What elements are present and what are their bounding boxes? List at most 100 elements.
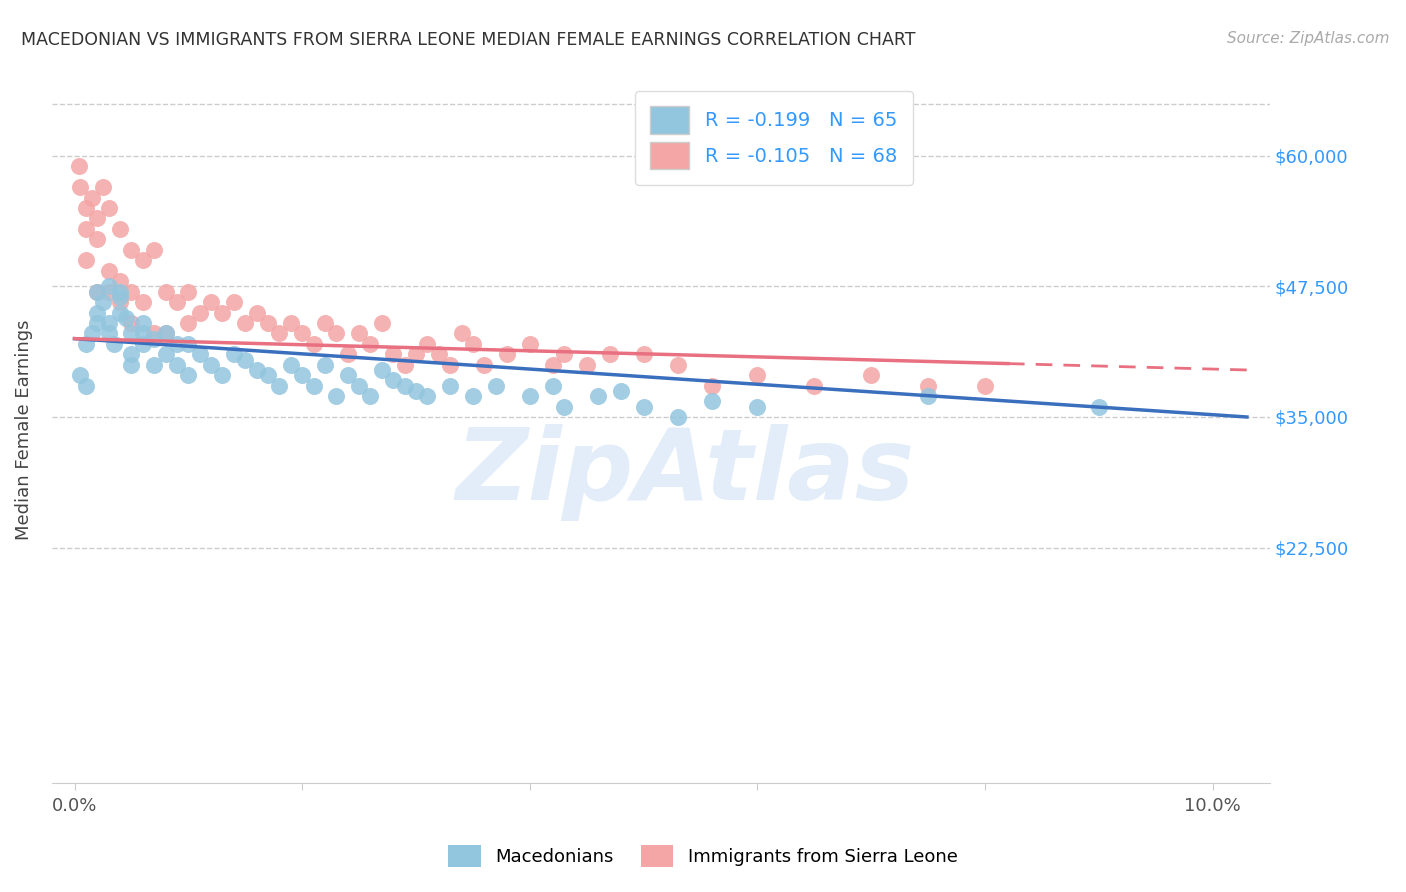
Point: [599, 347, 621, 361]
Point: [108, 290, 131, 304]
Point: [86, 285, 108, 299]
Text: MACEDONIAN VS IMMIGRANTS FROM SIERRA LEONE MEDIAN FEMALE EARNINGS CORRELATION CH: MACEDONIAN VS IMMIGRANTS FROM SIERRA LEO…: [21, 31, 915, 49]
Point: [633, 347, 655, 361]
Point: [917, 378, 939, 392]
Point: [120, 316, 142, 330]
Point: [575, 358, 598, 372]
Point: [155, 285, 177, 299]
Point: [314, 316, 336, 330]
Point: [325, 326, 347, 341]
Point: [382, 347, 405, 361]
Point: [610, 384, 633, 398]
Point: [359, 336, 381, 351]
Point: [80, 191, 103, 205]
Point: [394, 378, 416, 392]
Point: [416, 336, 439, 351]
Point: [405, 384, 427, 398]
Point: [553, 347, 575, 361]
Point: [485, 378, 508, 392]
Point: [439, 378, 461, 392]
Point: [427, 347, 450, 361]
Legend: R = -0.199   N = 65, R = -0.105   N = 68: R = -0.199 N = 65, R = -0.105 N = 68: [636, 91, 912, 185]
Point: [188, 347, 211, 361]
Point: [75, 253, 97, 268]
Point: [347, 378, 370, 392]
Point: [120, 326, 142, 341]
Point: [450, 326, 472, 341]
Point: [541, 358, 564, 372]
Point: [75, 201, 97, 215]
Point: [97, 316, 120, 330]
Point: [120, 347, 142, 361]
Point: [461, 336, 484, 351]
Text: Source: ZipAtlas.com: Source: ZipAtlas.com: [1226, 31, 1389, 46]
Point: [917, 389, 939, 403]
Point: [519, 336, 541, 351]
Point: [200, 358, 222, 372]
Point: [519, 389, 541, 403]
Point: [291, 368, 314, 383]
Point: [633, 400, 655, 414]
Point: [75, 336, 97, 351]
Point: [222, 295, 245, 310]
Point: [700, 394, 723, 409]
Point: [747, 400, 769, 414]
Point: [143, 332, 166, 346]
Point: [86, 305, 108, 319]
Point: [233, 316, 256, 330]
Point: [200, 295, 222, 310]
Point: [155, 347, 177, 361]
Point: [155, 326, 177, 341]
Point: [86, 316, 108, 330]
Point: [69, 368, 91, 383]
Point: [394, 358, 416, 372]
Point: [132, 253, 155, 268]
Point: [371, 363, 394, 377]
Point: [69, 180, 91, 194]
Point: [586, 389, 609, 403]
Point: [314, 358, 336, 372]
Point: [120, 243, 142, 257]
Point: [86, 285, 108, 299]
Point: [177, 368, 200, 383]
Point: [302, 378, 325, 392]
Point: [347, 326, 370, 341]
Point: [280, 316, 302, 330]
Point: [155, 326, 177, 341]
Point: [233, 352, 256, 367]
Point: [97, 201, 120, 215]
Point: [211, 368, 233, 383]
Point: [97, 285, 120, 299]
Point: [541, 378, 564, 392]
Point: [132, 295, 155, 310]
Point: [143, 243, 166, 257]
Point: [177, 336, 200, 351]
Point: [120, 358, 142, 372]
Point: [91, 295, 114, 310]
Point: [257, 316, 280, 330]
Point: [132, 326, 155, 341]
Point: [416, 389, 439, 403]
Point: [246, 305, 269, 319]
Point: [472, 358, 495, 372]
Point: [166, 358, 188, 372]
Point: [269, 378, 291, 392]
Point: [439, 358, 461, 372]
Point: [108, 295, 131, 310]
Point: [166, 336, 188, 351]
Point: [803, 378, 825, 392]
Point: [257, 368, 280, 383]
Point: [132, 336, 155, 351]
Point: [461, 389, 484, 403]
Point: [188, 305, 211, 319]
Point: [143, 358, 166, 372]
Point: [120, 285, 142, 299]
Point: [496, 347, 519, 361]
Point: [246, 363, 269, 377]
Point: [75, 222, 97, 236]
Point: [97, 279, 120, 293]
Point: [108, 222, 131, 236]
Point: [974, 378, 997, 392]
Point: [177, 316, 200, 330]
Point: [405, 347, 427, 361]
